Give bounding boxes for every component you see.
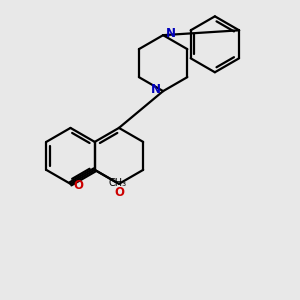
Text: N: N — [151, 83, 161, 96]
Text: CH₃: CH₃ — [108, 178, 126, 188]
Text: O: O — [74, 179, 83, 192]
Text: N: N — [166, 27, 176, 40]
Text: O: O — [114, 186, 124, 199]
